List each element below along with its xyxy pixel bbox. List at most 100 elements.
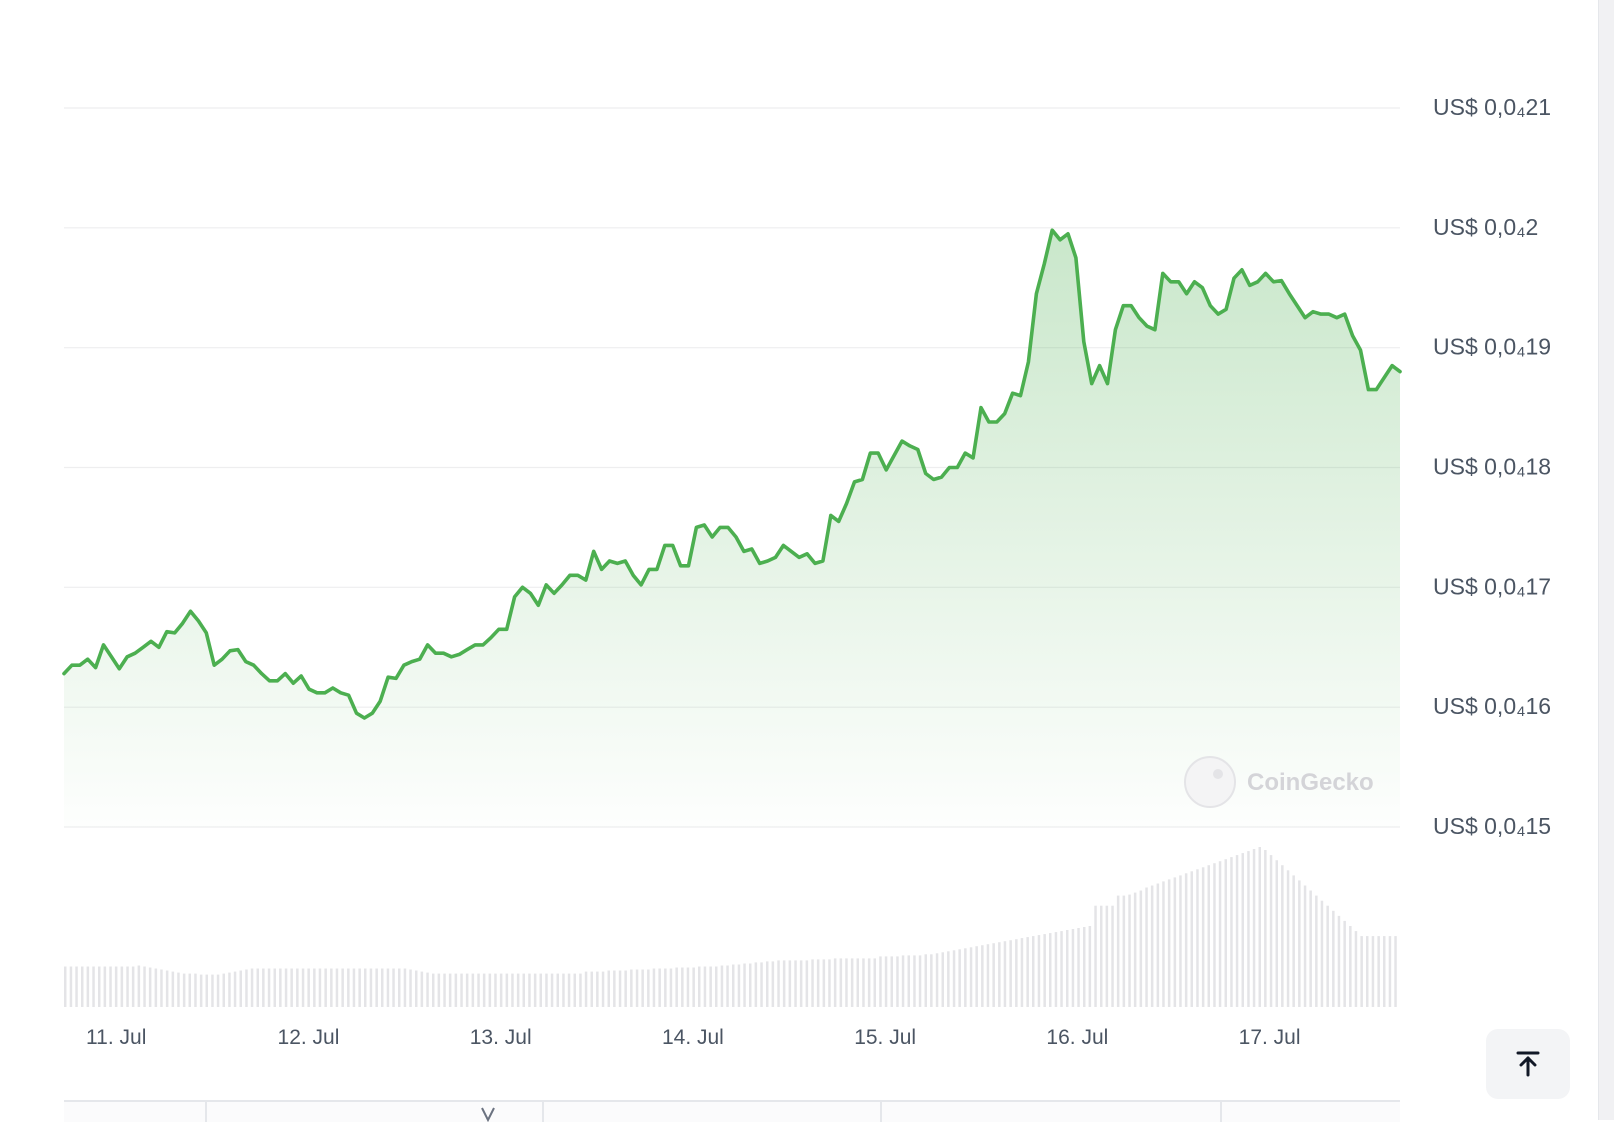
volume-bar [1066,930,1069,1007]
volume-bar [324,969,327,1008]
volume-bar [257,969,260,1008]
volume-bar [1230,857,1233,1007]
volume-bar [1383,936,1386,1007]
volume-bar [636,970,639,1008]
volume-bar [721,966,724,1008]
volume-bar [1332,911,1335,1007]
volume-bar [1100,906,1103,1007]
volume-bar [375,969,378,1008]
volume-bar [755,962,758,1007]
volume-bar [1326,906,1329,1007]
volume-bar [857,958,860,1007]
volume-bar [381,969,384,1008]
volume-bar [347,969,350,1008]
volume-bar [1304,886,1307,1008]
volume-bar [766,961,769,1007]
volume-bar [1236,855,1239,1007]
volume-bar [155,969,158,1008]
volume-bar [885,956,888,1007]
volume-bar [274,969,277,1008]
volume-bar [1247,851,1250,1007]
page-scrollbar[interactable] [1598,0,1614,1120]
volume-bar [1321,901,1324,1007]
volume-bar [1117,896,1120,1007]
volume-bar [851,958,854,1007]
volume-bar [1372,936,1375,1007]
volume-bar [336,969,339,1008]
volume-bar [1106,906,1109,1007]
volume-bar [81,967,84,1008]
volume-bar [958,949,961,1007]
volume-bar [760,962,763,1007]
volume-bar [398,969,401,1008]
volume-bar [1259,847,1262,1007]
volume-bar [404,969,407,1008]
volume-bar [874,958,877,1007]
volume-bar [279,969,282,1008]
gecko-logo-icon [1185,757,1235,807]
volume-bar [438,974,441,1007]
volume-bar [987,944,990,1007]
volume-bar [194,974,197,1007]
volume-bar [223,974,226,1007]
volume-bar [1366,936,1369,1007]
x-tick-label: 14. Jul [662,1026,724,1049]
volume-bar [868,958,871,1007]
scroll-to-top-button[interactable] [1486,1029,1570,1099]
volume-bar [704,967,707,1008]
y-tick-label: US$ 0,0₄16 [1433,693,1551,719]
volume-bar [1213,863,1216,1007]
volume-bar [585,972,588,1007]
volume-bar [726,966,729,1008]
volume-bar [698,967,701,1008]
volume-bar [1038,935,1041,1007]
volume-bar [1191,871,1194,1007]
volume-bar [557,974,560,1007]
volume-bar [494,974,497,1007]
volume-bar [104,967,107,1008]
x-tick-label: 11. Jul [86,1026,146,1049]
volume-bar [290,969,293,1008]
volume-bar [472,974,475,1007]
volume-bar [1055,932,1058,1007]
volume-bar [240,971,243,1008]
volume-bar [364,969,367,1008]
volume-bar [455,974,458,1007]
volume-bar [183,974,186,1007]
volume-bar [528,974,531,1007]
volume-bar [1225,859,1228,1007]
volume-bar [913,955,916,1007]
arrow-up-to-line-icon [1515,1050,1541,1078]
volume-bar [1151,886,1154,1008]
watermark-text: CoinGecko [1247,769,1374,796]
volume-bar [1060,931,1063,1007]
volume-bar [64,967,67,1008]
volume-bar [177,973,180,1007]
volume-bar [432,974,435,1007]
volume-bar [1111,906,1114,1007]
volume-bar [1338,916,1341,1007]
volume-bar [845,958,848,1007]
volume-bar [981,945,984,1007]
volume-bar [421,972,424,1007]
volume-bar [1292,875,1295,1007]
y-tick-label: US$ 0,0₄15 [1433,813,1551,839]
volume-bar [98,967,101,1008]
volume-bar [975,946,978,1007]
volume-bar [1377,936,1380,1007]
volume-bar [953,950,956,1007]
volume-bar [1009,940,1012,1007]
volume-bar [392,969,395,1008]
range-navigator[interactable] [64,1100,1400,1122]
volume-bar [443,974,446,1007]
volume-bar [200,975,203,1007]
y-tick-label: US$ 0,0₄18 [1433,454,1551,480]
volume-bar [1281,865,1284,1007]
volume-bar [143,967,146,1008]
y-tick-label: US$ 0,0₄17 [1433,573,1551,599]
volume-bar [715,967,718,1008]
volume-bar [624,971,627,1008]
volume-bar [834,958,837,1007]
volume-bar [483,974,486,1007]
volume-bar [998,942,1001,1007]
